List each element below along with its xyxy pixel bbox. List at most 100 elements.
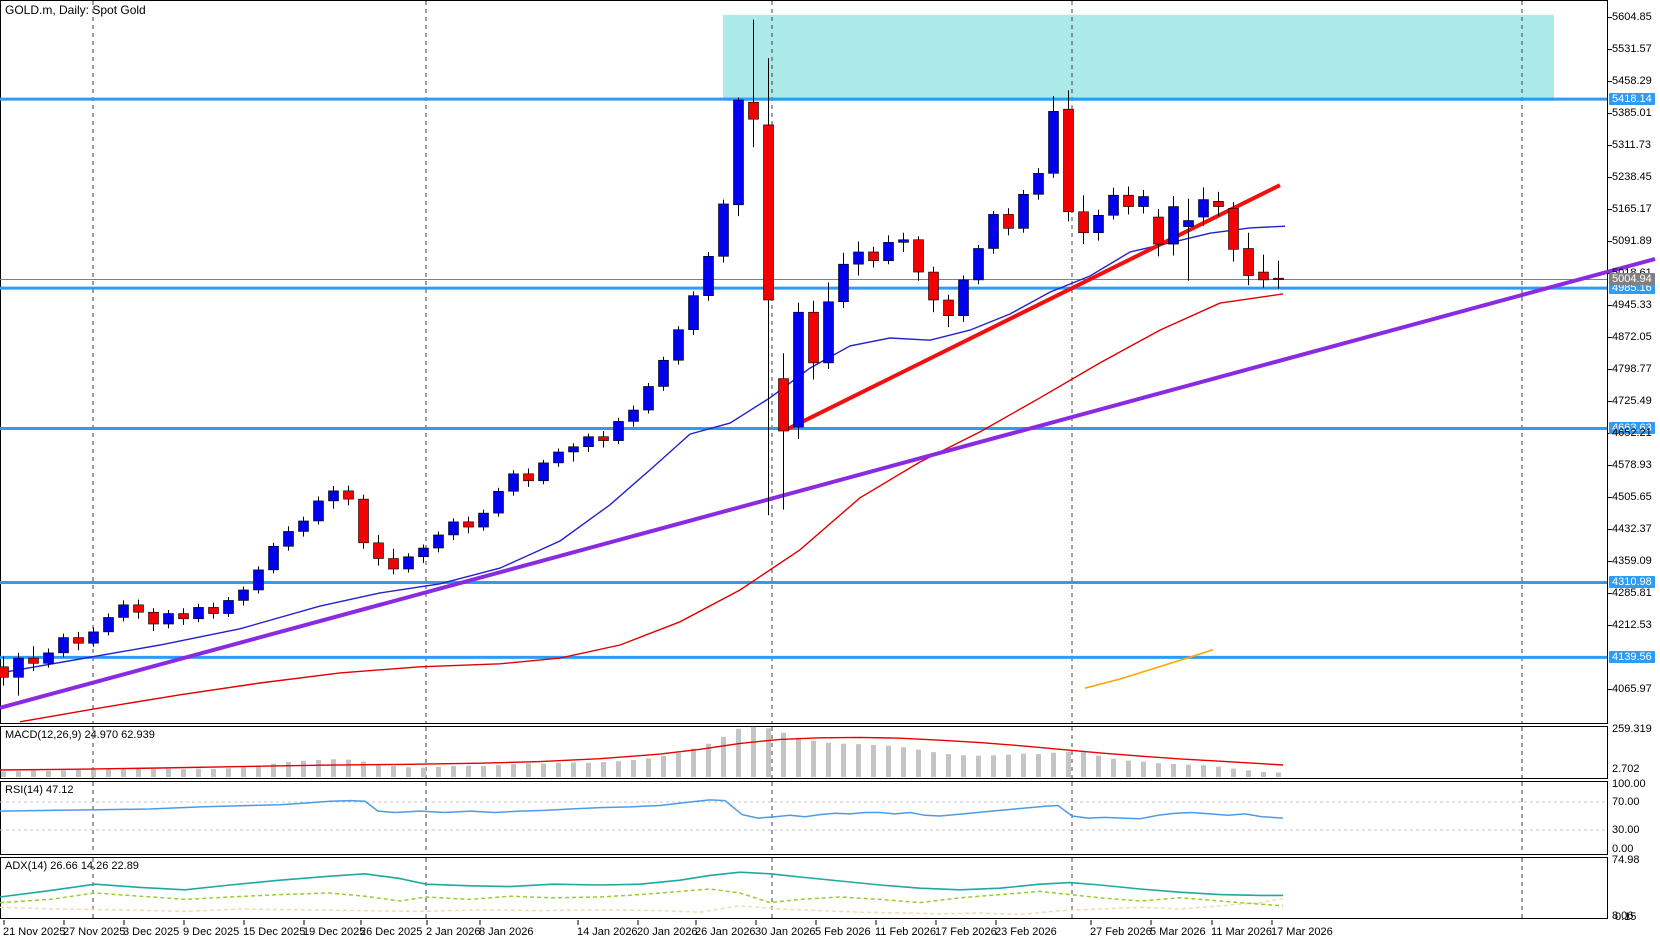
bullish-candle[interactable] <box>448 521 459 536</box>
bearish-candle[interactable] <box>1243 248 1254 276</box>
bullish-candle[interactable] <box>1183 220 1194 227</box>
bullish-candle[interactable] <box>88 631 99 644</box>
bullish-candle[interactable] <box>253 569 264 591</box>
date-axis-label: 27 Nov 2025 <box>63 926 126 938</box>
bearish-candle[interactable] <box>868 251 879 261</box>
bullish-candle[interactable] <box>418 547 429 558</box>
bullish-candle[interactable] <box>793 311 804 428</box>
bearish-candle[interactable] <box>148 611 159 625</box>
bullish-candle[interactable] <box>163 613 174 625</box>
bullish-candle[interactable] <box>268 545 279 571</box>
bullish-candle[interactable] <box>1033 173 1044 195</box>
bullish-candle[interactable] <box>703 256 714 296</box>
bearish-candle[interactable] <box>748 101 759 120</box>
bullish-candle[interactable] <box>58 637 69 654</box>
bullish-candle[interactable] <box>223 600 234 614</box>
bearish-candle[interactable] <box>1123 194 1134 207</box>
bearish-candle[interactable] <box>28 657 39 664</box>
bullish-candle[interactable] <box>958 279 969 317</box>
bearish-candle[interactable] <box>0 666 9 678</box>
bearish-candle[interactable] <box>1228 207 1239 250</box>
bearish-candle[interactable] <box>358 498 369 544</box>
bullish-candle[interactable] <box>313 500 324 522</box>
bearish-candle[interactable] <box>1153 216 1164 245</box>
bearish-candle[interactable] <box>1078 211 1089 234</box>
bullish-candle[interactable] <box>583 436 594 448</box>
bullish-candle[interactable] <box>1198 199 1209 218</box>
main-chart-pane[interactable] <box>0 0 1608 724</box>
bearish-candle[interactable] <box>1213 201 1224 207</box>
bullish-candle[interactable] <box>853 251 864 265</box>
bullish-candle[interactable] <box>823 301 834 364</box>
bearish-candle[interactable] <box>388 558 399 570</box>
bullish-candle[interactable] <box>1168 206 1179 245</box>
bullish-candle[interactable] <box>238 589 249 601</box>
bullish-candle[interactable] <box>478 512 489 528</box>
bearish-candle[interactable] <box>523 473 534 482</box>
bearish-candle[interactable] <box>73 637 84 644</box>
bullish-candle[interactable] <box>613 421 624 441</box>
bearish-candle[interactable] <box>1273 277 1284 280</box>
bullish-candle[interactable] <box>688 295 699 330</box>
bearish-candle[interactable] <box>928 271 939 301</box>
bearish-candle[interactable] <box>343 490 354 500</box>
macd-histogram-bar <box>286 762 291 777</box>
bullish-candle[interactable] <box>493 490 504 514</box>
bearish-candle[interactable] <box>778 378 789 432</box>
bearish-candle[interactable] <box>133 604 144 613</box>
bearish-candle[interactable] <box>598 436 609 441</box>
bullish-candle[interactable] <box>403 556 414 570</box>
date-axis-label: 26 Dec 2025 <box>360 926 423 938</box>
bullish-candle[interactable] <box>658 359 669 387</box>
bearish-candle[interactable] <box>913 239 924 273</box>
bullish-candle[interactable] <box>673 329 684 361</box>
bearish-candle[interactable] <box>808 311 819 364</box>
bullish-candle[interactable] <box>283 531 294 547</box>
bearish-candle[interactable] <box>763 124 774 301</box>
supply-zone-rectangle[interactable] <box>723 14 1554 101</box>
bearish-candle[interactable] <box>208 607 219 614</box>
bullish-candle[interactable] <box>193 607 204 620</box>
bullish-candle[interactable] <box>103 617 114 633</box>
bullish-candle[interactable] <box>1018 194 1029 229</box>
macd-pane[interactable] <box>0 726 1608 779</box>
bearish-candle[interactable] <box>943 299 954 317</box>
bearish-candle[interactable] <box>463 521 474 528</box>
bullish-candle[interactable] <box>973 248 984 281</box>
bullish-candle[interactable] <box>118 604 129 618</box>
bullish-candle[interactable] <box>553 451 564 464</box>
bullish-candle[interactable] <box>838 263 849 303</box>
bullish-candle[interactable] <box>718 203 729 257</box>
bearish-candle[interactable] <box>373 542 384 559</box>
bullish-candle[interactable] <box>433 534 444 549</box>
bullish-candle[interactable] <box>628 409 639 422</box>
purple-trendline[interactable] <box>0 257 1656 710</box>
bearish-candle[interactable] <box>1258 271 1269 281</box>
bearish-candle[interactable] <box>1003 214 1014 229</box>
bullish-candle[interactable] <box>508 473 519 492</box>
bullish-candle[interactable] <box>1093 214 1104 234</box>
bullish-candle[interactable] <box>328 490 339 502</box>
bullish-candle[interactable] <box>898 239 909 243</box>
macd-histogram-bar <box>811 740 816 777</box>
bearish-candle[interactable] <box>1063 108 1074 213</box>
bullish-candle[interactable] <box>13 657 24 678</box>
date-axis-label: 14 Jan 2026 <box>577 926 638 938</box>
bullish-candle[interactable] <box>1108 194 1119 216</box>
macd-histogram-bar <box>766 728 771 777</box>
bullish-candle[interactable] <box>988 214 999 249</box>
bullish-candle[interactable] <box>43 652 54 664</box>
bullish-candle[interactable] <box>568 446 579 453</box>
bullish-candle[interactable] <box>1048 111 1059 174</box>
bullish-candle[interactable] <box>1138 196 1149 207</box>
bullish-candle[interactable] <box>538 462 549 482</box>
rsi-pane[interactable] <box>0 781 1608 855</box>
bullish-candle[interactable] <box>883 242 894 261</box>
macd-scale-top: 259.319 <box>1612 723 1652 735</box>
bullish-candle[interactable] <box>298 520 309 532</box>
red-trendline[interactable] <box>787 183 1281 431</box>
bearish-candle[interactable] <box>178 613 189 620</box>
bullish-candle[interactable] <box>643 386 654 411</box>
bullish-candle[interactable] <box>733 99 744 206</box>
